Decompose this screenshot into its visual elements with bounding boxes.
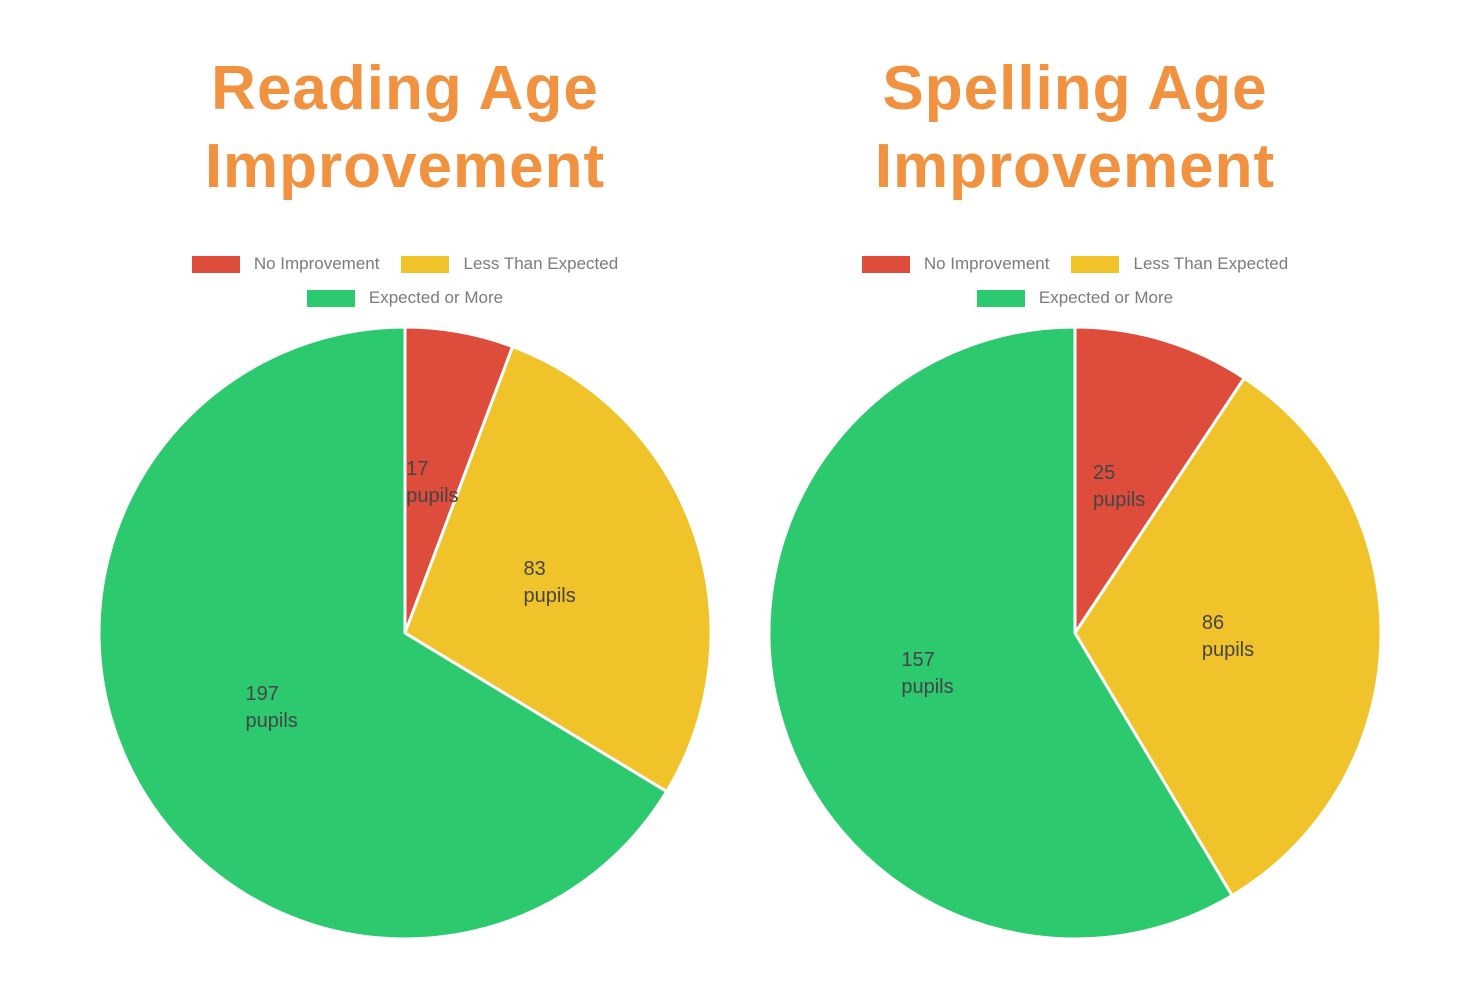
reading-legend-row-1: No Improvement Less Than Expected [191, 254, 618, 274]
pie-slice-less-than-expected[interactable] [1073, 376, 1383, 898]
spelling-age-title-line-2: Improvement [874, 132, 1276, 201]
legend-swatch-less-than-expected [401, 255, 450, 273]
legend-label-expected-or-more: Expected or More [368, 288, 504, 307]
reading-age-title: Reading Age Improvement [205, 50, 605, 206]
legend-swatch-no-improvement [191, 255, 240, 273]
legend-item-less-than-expected: Less Than Expected [401, 254, 618, 274]
legend-label-less-than-expected: Less Than Expected [1133, 254, 1289, 273]
spelling-age-title: Spelling Age Improvement [875, 50, 1275, 206]
pie-slice-less-than-expected[interactable] [403, 345, 713, 794]
legend-swatch-no-improvement [861, 255, 910, 273]
reading-age-title-line-1: Reading Age [211, 54, 599, 123]
legend-swatch-expected-or-more [976, 289, 1025, 307]
spelling-legend: No Improvement Less Than Expected Expect… [861, 254, 1288, 308]
reading-legend-row-2: Expected or More [306, 288, 504, 308]
legend-item-less-than-expected: Less Than Expected [1071, 254, 1288, 274]
pie-slice-no-improvement[interactable] [1073, 325, 1246, 635]
reading-age-title-line-2: Improvement [204, 132, 606, 201]
pie-slice-expected-or-more[interactable] [767, 325, 1234, 941]
spelling-legend-row-1: No Improvement Less Than Expected [861, 254, 1288, 274]
pie-slice-expected-or-more[interactable] [97, 325, 669, 941]
legend-item-no-improvement: No Improvement [861, 254, 1050, 274]
legend-item-no-improvement: No Improvement [191, 254, 380, 274]
legend-label-less-than-expected: Less Than Expected [463, 254, 619, 273]
legend-label-expected-or-more: Expected or More [1038, 288, 1174, 307]
spelling-age-pie-chart: 25 pupils 86 pupils 157 pupils [765, 323, 1385, 943]
pie-svg [97, 325, 713, 941]
reading-legend: No Improvement Less Than Expected Expect… [191, 254, 618, 308]
reading-age-pie-chart: 17 pupils 83 pupils 197 pupils [95, 323, 715, 943]
spelling-age-chart: Spelling Age Improvement No Improvement … [740, 0, 1410, 943]
spelling-legend-row-2: Expected or More [976, 288, 1174, 308]
reading-age-chart: Reading Age Improvement No Improvement L… [70, 0, 740, 943]
legend-swatch-less-than-expected [1071, 255, 1120, 273]
legend-item-expected-or-more: Expected or More [306, 288, 504, 308]
legend-swatch-expected-or-more [306, 289, 355, 307]
legend-item-expected-or-more: Expected or More [976, 288, 1174, 308]
pie-svg [767, 325, 1383, 941]
legend-label-no-improvement: No Improvement [253, 254, 380, 273]
spelling-age-title-line-1: Spelling Age [882, 54, 1268, 123]
charts-row: Reading Age Improvement No Improvement L… [70, 0, 1410, 943]
legend-label-no-improvement: No Improvement [923, 254, 1050, 273]
